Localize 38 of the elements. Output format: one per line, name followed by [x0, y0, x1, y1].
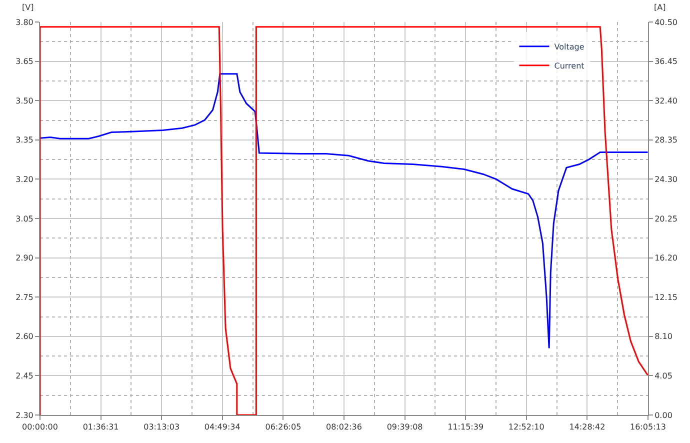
legend-label: Current	[554, 61, 584, 70]
y2-tick-label: 16.20	[654, 254, 678, 263]
y-tick-label: 3.35	[16, 136, 34, 145]
legend-label: Voltage	[554, 42, 584, 52]
x-tick-label: 08:02:36	[326, 422, 362, 432]
y-tick-label: 2.75	[16, 292, 34, 302]
y-tick-label: 2.90	[16, 254, 34, 263]
y-tick-label: 3.50	[16, 96, 34, 106]
x-tick-label: 01:36:31	[82, 422, 119, 432]
x-tick-label: 11:15:39	[448, 422, 484, 432]
y2-tick-label: 12.15	[654, 292, 678, 302]
y2-axis-title: [A]	[654, 3, 666, 12]
x-tick-label: 00:00:00	[22, 422, 58, 432]
y-tick-label: 3.80	[16, 18, 34, 27]
y-tick-label: 3.65	[16, 57, 34, 66]
y2-tick-label: 0.00	[654, 410, 672, 420]
line-series	[40, 73, 648, 349]
y-tick-label: 2.60	[16, 332, 34, 342]
y2-tick-label: 8.10	[654, 332, 672, 342]
x-tick-label: 16:05:13	[630, 422, 666, 432]
x-tick-label: 04:49:34	[204, 422, 240, 432]
y2-tick-label: 20.25	[654, 214, 678, 224]
x-tick-label: 14:28:42	[569, 422, 606, 432]
x-tick-label: 09:39:08	[386, 422, 423, 432]
y2-tick-label: 4.05	[654, 372, 672, 380]
y-tick-label: 2.45	[16, 372, 34, 380]
x-tick-label: 03:13:03	[144, 422, 180, 432]
y2-tick-label: 24.30	[654, 175, 678, 184]
y2-tick-label: 32.40	[654, 96, 678, 106]
x-tick-label: 06:26:05	[265, 422, 302, 432]
y-axis-title: [V]	[22, 3, 34, 12]
y2-tick-label: 40.50	[654, 18, 678, 27]
y-tick-label: 3.20	[16, 175, 34, 184]
y2-tick-label: 36.45	[654, 57, 678, 66]
y2-tick-label: 28.35	[654, 136, 678, 145]
y-tick-label: 2.30	[16, 410, 34, 420]
x-tick-label: 12:52:10	[508, 422, 544, 432]
y-tick-label: 3.05	[16, 214, 34, 224]
